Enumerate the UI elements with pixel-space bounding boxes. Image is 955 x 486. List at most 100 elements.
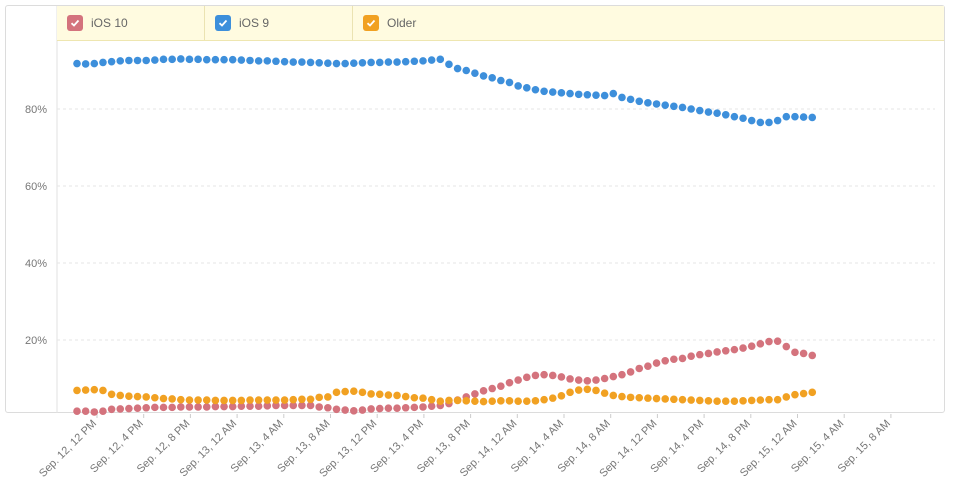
data-point[interactable] [471, 397, 479, 406]
data-point[interactable] [721, 110, 730, 119]
data-point[interactable] [479, 387, 488, 395]
data-point[interactable] [497, 382, 505, 391]
data-point[interactable] [375, 404, 384, 413]
data-point[interactable] [652, 394, 661, 403]
data-point[interactable] [635, 97, 644, 106]
data-point[interactable] [401, 392, 410, 401]
data-point[interactable] [566, 89, 574, 98]
data-point[interactable] [298, 58, 306, 66]
data-point[interactable] [194, 55, 202, 64]
data-point[interactable] [592, 386, 600, 395]
data-point[interactable] [436, 397, 445, 406]
data-point[interactable] [177, 55, 185, 63]
data-point[interactable] [765, 337, 773, 346]
data-point[interactable] [81, 386, 90, 394]
data-point[interactable] [479, 72, 488, 80]
data-point[interactable] [324, 59, 332, 67]
data-point[interactable] [237, 396, 246, 405]
data-point[interactable] [246, 396, 254, 404]
data-point[interactable] [125, 404, 133, 413]
data-point[interactable] [782, 112, 791, 121]
data-point[interactable] [609, 391, 618, 400]
data-point[interactable] [670, 355, 678, 364]
data-point[interactable] [280, 57, 289, 66]
data-point[interactable] [367, 405, 375, 413]
data-point[interactable] [393, 404, 401, 412]
data-point[interactable] [185, 55, 194, 64]
data-point[interactable] [306, 401, 315, 410]
data-point[interactable] [159, 55, 168, 64]
data-point[interactable] [341, 387, 349, 396]
data-point[interactable] [799, 113, 808, 121]
data-point[interactable] [427, 395, 436, 404]
data-point[interactable] [531, 85, 540, 94]
data-point[interactable] [168, 395, 176, 403]
legend-item-ios10[interactable]: iOS 10 [57, 6, 205, 40]
data-point[interactable] [704, 108, 713, 116]
data-point[interactable] [756, 340, 765, 348]
data-point[interactable] [756, 396, 765, 404]
data-point[interactable] [237, 56, 246, 64]
data-point[interactable] [107, 390, 116, 399]
data-point[interactable] [531, 371, 540, 380]
data-point[interactable] [445, 60, 453, 69]
data-point[interactable] [358, 388, 367, 397]
data-point[interactable] [350, 387, 358, 396]
data-point[interactable] [81, 407, 90, 416]
data-point[interactable] [791, 348, 799, 357]
data-point[interactable] [272, 57, 280, 66]
checkbox-checked-icon[interactable] [363, 15, 379, 31]
data-point[interactable] [375, 390, 384, 399]
data-point[interactable] [185, 396, 194, 404]
data-point[interactable] [272, 396, 280, 404]
data-point[interactable] [350, 407, 358, 415]
data-point[interactable] [696, 396, 704, 405]
data-point[interactable] [505, 78, 514, 87]
data-point[interactable] [427, 402, 436, 411]
data-point[interactable] [453, 396, 462, 405]
data-point[interactable] [410, 57, 419, 66]
data-point[interactable] [704, 397, 713, 405]
data-point[interactable] [488, 384, 497, 393]
data-point[interactable] [194, 403, 202, 411]
data-point[interactable] [263, 396, 272, 404]
data-point[interactable] [168, 403, 176, 412]
data-point[interactable] [618, 392, 626, 401]
data-point[interactable] [497, 76, 505, 85]
data-point[interactable] [574, 90, 583, 99]
data-point[interactable] [211, 396, 220, 405]
data-point[interactable] [306, 58, 315, 67]
data-point[interactable] [159, 403, 168, 412]
data-point[interactable] [401, 57, 410, 66]
data-point[interactable] [678, 103, 687, 112]
data-point[interactable] [254, 396, 263, 404]
data-point[interactable] [661, 356, 669, 365]
data-point[interactable] [453, 64, 462, 73]
data-point[interactable] [609, 89, 618, 98]
data-point[interactable] [419, 57, 427, 65]
data-point[interactable] [81, 60, 90, 68]
data-point[interactable] [73, 59, 81, 68]
data-point[interactable] [367, 390, 375, 398]
data-point[interactable] [644, 362, 652, 370]
data-point[interactable] [670, 395, 678, 404]
data-point[interactable] [263, 57, 272, 65]
data-point[interactable] [99, 58, 107, 67]
data-point[interactable] [410, 393, 419, 402]
data-point[interactable] [609, 372, 618, 381]
data-point[interactable] [488, 74, 497, 82]
data-point[interactable] [298, 395, 306, 404]
data-point[interactable] [254, 57, 263, 65]
data-point[interactable] [324, 393, 332, 401]
data-point[interactable] [228, 402, 237, 411]
data-point[interactable] [90, 408, 99, 416]
data-point[interactable] [687, 352, 695, 360]
data-point[interactable] [652, 359, 661, 367]
data-point[interactable] [540, 370, 548, 379]
data-point[interactable] [626, 393, 635, 402]
data-point[interactable] [739, 397, 747, 405]
data-point[interactable] [635, 393, 644, 402]
data-point[interactable] [808, 388, 817, 397]
data-point[interactable] [592, 376, 600, 384]
data-point[interactable] [756, 118, 765, 127]
